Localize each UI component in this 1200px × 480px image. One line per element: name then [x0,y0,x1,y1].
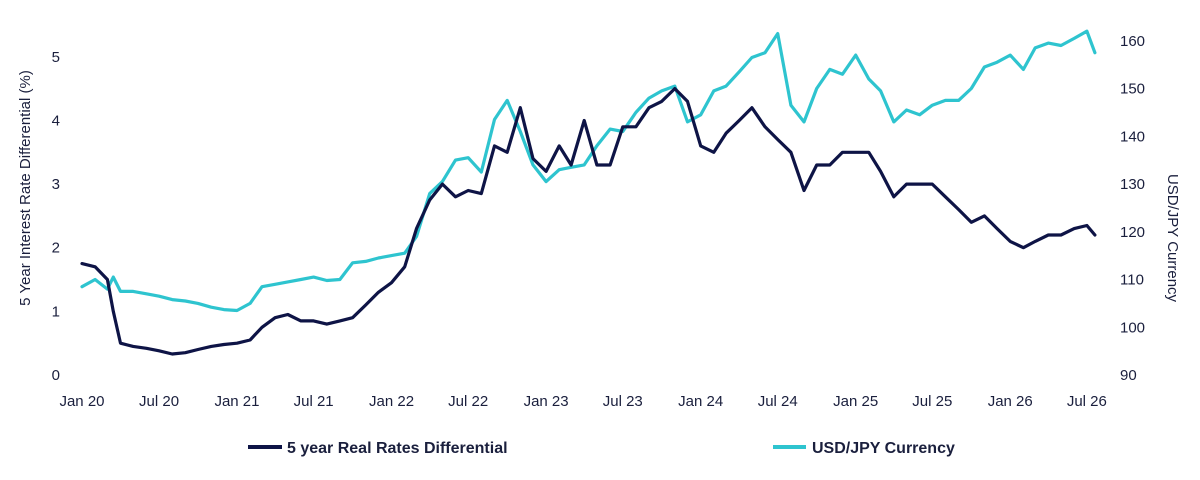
y-right-tick-label: 90 [1120,367,1137,384]
y-right-tick-label: 130 [1120,176,1145,193]
x-tick-label: Jan 22 [369,393,414,410]
x-tick-label: Jan 26 [988,393,1033,410]
y-right-tick-label: 110 [1120,272,1144,289]
x-tick-label: Jan 24 [678,393,723,410]
y-left-tick-label: 5 [52,49,60,66]
legend: 5 year Real Rates Differential USD/JPY C… [248,440,955,457]
legend-label-usdjpy: USD/JPY Currency [812,440,955,457]
legend-item-usdjpy: USD/JPY Currency [773,440,955,457]
series-layer [80,29,1097,356]
x-tick-label: Jan 21 [214,393,259,410]
y-left-tick-label: 0 [52,367,60,384]
series-line-usdjpy [80,29,1097,313]
x-tick-label: Jul 23 [603,393,643,410]
y-left-tick-label: 1 [52,303,60,320]
y-left-tick-label: 2 [52,240,60,257]
y-left-tick-label: 3 [52,176,60,193]
legend-item-rates: 5 year Real Rates Differential [248,440,508,457]
x-tick-label: Jul 20 [139,393,179,410]
x-tick-label: Jan 25 [833,393,878,410]
x-tick-labels: Jan 20 Jul 20 Jan 21 Jul 21 Jan 22 Jul 22 Jan … [59,393,1106,410]
y-left-tick-labels: 0 1 2 3 4 5 [52,49,60,384]
legend-label-rates: 5 year Real Rates Differential [287,440,508,457]
x-tick-label: Jul 24 [758,393,798,410]
x-tick-label: Jul 25 [912,393,952,410]
x-tick-label: Jan 20 [59,393,104,410]
series-line-rates-differential [80,86,1097,356]
x-tick-label: Jul 22 [448,393,488,410]
y-right-tick-label: 120 [1120,224,1145,241]
x-tick-label: Jan 23 [524,393,569,410]
x-tick-label: Jul 21 [294,393,334,410]
y-left-tick-label: 4 [52,112,60,129]
x-tick-label: Jul 26 [1067,393,1107,410]
y-right-axis-title: USD/JPY Currency [1164,174,1181,303]
y-right-tick-labels: 90 100 110 120 130 140 150 160 [1120,33,1145,384]
y-right-tick-label: 150 [1120,81,1145,98]
y-right-tick-label: 140 [1120,128,1145,145]
y-left-axis-title: 5 Year Interest Rate Differential (%) [17,70,34,306]
y-right-tick-label: 100 [1120,319,1145,336]
y-right-tick-label: 160 [1120,33,1145,50]
